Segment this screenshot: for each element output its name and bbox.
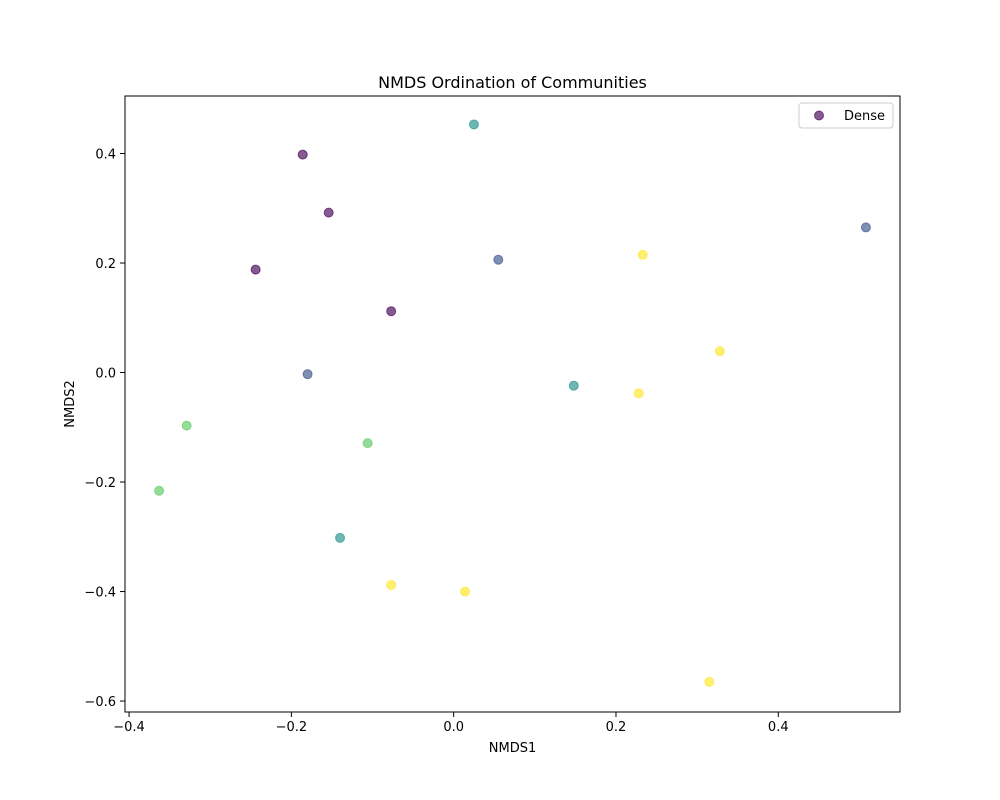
data-point-5 [493, 254, 504, 265]
data-point-9 [568, 380, 579, 391]
x-tick-label: −0.4 [113, 720, 145, 735]
points-layer [154, 119, 871, 687]
data-point-13 [154, 485, 165, 496]
data-point-7 [302, 369, 313, 380]
data-point-17 [386, 579, 397, 590]
y-tick-label: 0.4 [95, 147, 116, 162]
ticks-layer: −0.4 −0.2 0.0 0.2 0.4 −0.6 −0.4 −0.2 0.0 0.2 0.4 [84, 147, 788, 735]
legend-label: Dense [844, 109, 885, 124]
data-point-14 [637, 249, 648, 260]
data-point-12 [362, 438, 373, 449]
legend-marker [814, 110, 824, 121]
x-tick-label: 0.0 [443, 720, 464, 735]
y-tick-label: 0.0 [95, 367, 116, 382]
data-point-1 [297, 149, 308, 160]
data-point-11 [181, 420, 192, 431]
legend: Dense [798, 102, 894, 129]
data-point-3 [250, 264, 261, 275]
legend-box [798, 102, 894, 129]
x-axis-label: NMDS1 [489, 741, 536, 756]
data-point-10 [335, 532, 346, 543]
y-tick-label: −0.2 [84, 476, 116, 491]
y-axis-label: NMDS2 [63, 380, 78, 427]
y-tick-label: 0.2 [95, 257, 116, 272]
axes-frame [124, 95, 901, 713]
data-point-8 [468, 119, 479, 130]
data-point-2 [323, 207, 334, 218]
x-tick-label: −0.2 [276, 720, 308, 735]
x-tick-label: 0.2 [606, 720, 627, 735]
x-tick-label: 0.4 [768, 720, 789, 735]
data-point-6 [860, 222, 871, 233]
data-point-18 [460, 586, 471, 597]
data-point-4 [386, 306, 397, 317]
chart-title: NMDS Ordination of Communities [378, 73, 647, 92]
data-point-19 [704, 676, 715, 687]
y-tick-label: −0.6 [84, 695, 116, 710]
data-point-16 [633, 388, 644, 399]
data-point-15 [714, 346, 725, 357]
y-tick-label: −0.4 [84, 586, 116, 601]
